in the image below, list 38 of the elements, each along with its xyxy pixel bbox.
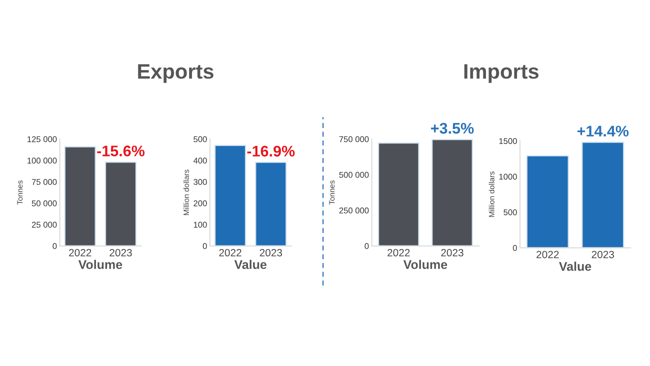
y-tick-label: 25 000 [32,222,57,228]
x-tick-label: 2022 [388,249,410,256]
x-tick-label: 2022 [69,249,92,256]
x-tick-label: 2023 [441,249,464,256]
x-tick-label: 2023 [592,250,614,258]
y-tick-label: 75 000 [32,179,57,185]
x-axis-title: Volume [78,260,122,270]
x-tick-label: 2022 [536,250,559,258]
y-tick-label: 0 [364,243,369,250]
y-tick-label: 1000 [499,174,517,180]
y-tick-label: 750 000 [339,136,369,142]
y-tick-label: 400 [193,158,207,164]
y-tick-label: 100 [194,222,207,228]
y-tick-label: 500 [194,136,207,142]
y-tick-label: 300 [194,179,207,185]
chart-title: Exports [138,64,214,83]
x-axis-title: Volume [403,260,448,270]
annotation: -16.9% [247,146,295,157]
y-tick-label: 0 [512,244,517,251]
y-tick-label: 1500 [499,138,517,144]
y-tick-label: 500 [504,209,517,216]
y-tick-label: 200 [194,200,207,206]
x-axis-title: Value [234,260,266,270]
annotation: +3.5% [431,122,474,134]
y-tick-label: 100 000 [28,158,57,164]
annotation: -15.6% [97,146,145,156]
y-tick-label: 0 [202,243,207,250]
chart-title: Imports [464,64,538,83]
x-tick-label: 2023 [110,249,132,256]
y-tick-label: 125 000 [28,136,57,142]
y-tick-label: 0 [52,243,57,250]
x-axis-title: Value [559,262,592,271]
y-tick-label: 500 000 [339,172,369,178]
annotation: +14.4% [577,126,629,137]
x-tick-label: 2023 [260,249,282,256]
y-tick-label: 50 000 [32,200,57,206]
y-tick-label: 250 000 [339,208,369,214]
x-tick-label: 2022 [219,249,242,256]
